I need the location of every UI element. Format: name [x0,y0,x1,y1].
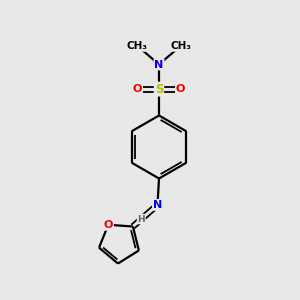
Text: O: O [103,220,113,230]
Text: N: N [154,59,164,70]
Text: O: O [176,84,185,94]
Text: N: N [153,200,162,210]
Text: S: S [155,82,163,96]
Text: O: O [133,84,142,94]
Text: H: H [137,214,145,224]
Text: CH₃: CH₃ [127,41,148,51]
Text: CH₃: CH₃ [170,41,191,51]
